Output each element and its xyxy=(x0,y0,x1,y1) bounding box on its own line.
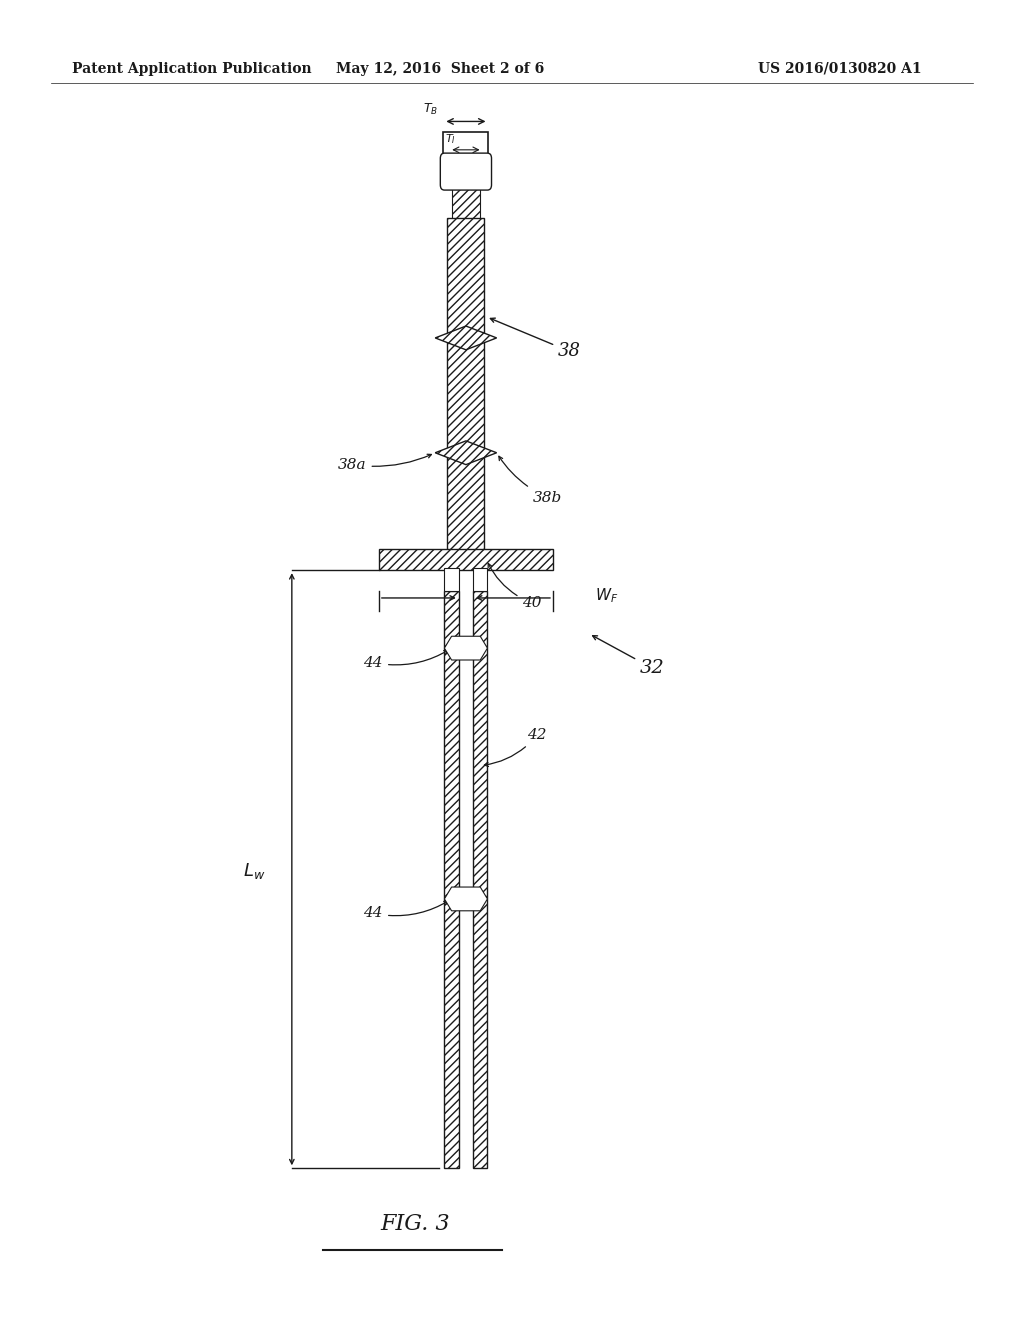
Text: FIG. 3: FIG. 3 xyxy=(380,1213,450,1234)
Polygon shape xyxy=(444,887,487,911)
Text: 44: 44 xyxy=(364,902,449,920)
Bar xyxy=(443,132,488,172)
Text: 32: 32 xyxy=(593,636,665,677)
Text: 38a: 38a xyxy=(338,454,431,471)
Polygon shape xyxy=(435,441,497,465)
Text: 40: 40 xyxy=(488,564,542,610)
Polygon shape xyxy=(444,636,487,660)
Text: $T_B$: $T_B$ xyxy=(423,103,438,117)
Text: 38: 38 xyxy=(490,318,581,360)
Polygon shape xyxy=(435,326,497,350)
Text: $L_w$: $L_w$ xyxy=(243,861,265,882)
Bar xyxy=(379,549,553,570)
Bar xyxy=(444,568,459,591)
Text: May 12, 2016  Sheet 2 of 6: May 12, 2016 Sheet 2 of 6 xyxy=(336,62,545,75)
FancyBboxPatch shape xyxy=(440,153,492,190)
Text: Patent Application Publication: Patent Application Publication xyxy=(72,62,311,75)
Bar xyxy=(452,183,480,224)
Text: 44: 44 xyxy=(364,651,449,669)
Bar xyxy=(473,591,487,1168)
Text: $T_I$: $T_I$ xyxy=(445,132,457,147)
Bar xyxy=(473,568,487,591)
Bar xyxy=(447,218,484,561)
Text: $W_F$: $W_F$ xyxy=(595,586,618,605)
Bar xyxy=(444,591,459,1168)
Text: US 2016/0130820 A1: US 2016/0130820 A1 xyxy=(758,62,922,75)
Text: 42: 42 xyxy=(484,729,547,767)
Text: 38b: 38b xyxy=(499,457,562,504)
